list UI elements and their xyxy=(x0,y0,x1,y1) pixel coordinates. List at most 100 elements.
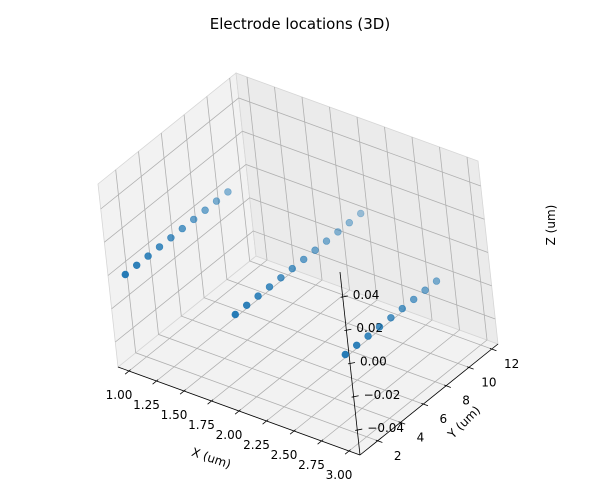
data-point xyxy=(432,277,441,285)
y-tick-label: 2 xyxy=(394,449,402,463)
data-point xyxy=(155,243,164,251)
z-tick-label: 0.02 xyxy=(356,321,383,335)
x-grid-line xyxy=(238,116,378,412)
z-tick-mark xyxy=(351,395,359,398)
x-grid-line xyxy=(321,146,460,442)
data-point xyxy=(254,292,262,300)
z-axis-label: Z (um) xyxy=(544,205,558,246)
y-tick-label: 4 xyxy=(417,430,425,444)
y-tick-mark xyxy=(421,403,429,407)
data-point xyxy=(201,206,209,214)
y-grid-line xyxy=(206,96,470,368)
data-point xyxy=(345,219,353,227)
z-tick-mark xyxy=(340,295,348,298)
z-tick-label: −0.02 xyxy=(364,388,401,402)
y-tick-mark xyxy=(466,366,474,370)
x-grid-line xyxy=(128,76,268,372)
data-point xyxy=(121,270,130,279)
x-tick-label: 1.75 xyxy=(188,418,215,432)
data-point xyxy=(364,332,372,340)
z-tick-label: 0.04 xyxy=(353,288,380,302)
data-point xyxy=(231,310,240,319)
y-grid-line xyxy=(183,114,447,387)
data-point xyxy=(288,264,296,273)
data-point xyxy=(322,237,331,245)
x-tick-label: 3.00 xyxy=(326,468,353,482)
x-grid-line xyxy=(293,136,433,432)
z-tick-mark xyxy=(355,428,363,431)
x-tick-mark xyxy=(289,429,296,435)
data-point xyxy=(341,350,349,359)
x-tick-mark xyxy=(179,389,186,395)
z-grid-line xyxy=(104,130,485,243)
x-tick-label: 2.25 xyxy=(243,438,270,452)
z-tick-mark xyxy=(344,328,352,332)
data-point xyxy=(375,323,384,331)
data-point xyxy=(277,274,285,282)
data-point xyxy=(421,286,429,294)
y-tick-label: 12 xyxy=(504,357,519,371)
x-tick-label: 1.50 xyxy=(161,408,188,422)
x-axis-label: X (um) xyxy=(190,445,233,471)
y-tick-label: 10 xyxy=(481,375,496,389)
y-tick-mark xyxy=(375,439,383,443)
z-grid-line xyxy=(115,230,496,343)
data-point xyxy=(311,246,319,254)
x-tick-label: 1.00 xyxy=(106,388,133,402)
x-tick-mark xyxy=(262,419,269,425)
z-tick-label: 0.00 xyxy=(360,355,387,369)
y-grid-line xyxy=(115,169,378,442)
x-grid-line xyxy=(348,156,488,452)
z-grid-line xyxy=(107,164,489,276)
x-tick-mark xyxy=(124,369,131,375)
x-tick-mark xyxy=(317,439,324,445)
data-point xyxy=(357,209,365,218)
x-tick-mark xyxy=(344,449,351,455)
data-point xyxy=(398,304,406,313)
data-point xyxy=(387,314,395,322)
y-tick-mark xyxy=(489,347,497,352)
y-tick-label: 8 xyxy=(462,394,470,408)
data-point xyxy=(243,301,251,309)
tick-marks xyxy=(117,271,499,456)
data-points xyxy=(121,188,441,359)
x-tick-label: 2.00 xyxy=(216,428,243,442)
x-grid-line xyxy=(183,96,323,392)
data-point xyxy=(190,215,198,224)
x-tick-label: 2.75 xyxy=(298,458,325,472)
y-grid-line xyxy=(160,133,424,405)
x-tick-mark xyxy=(152,379,159,385)
data-point xyxy=(144,252,152,260)
x-grid-line xyxy=(211,106,350,402)
grid-lines xyxy=(100,76,496,452)
x-tick-mark xyxy=(207,399,214,405)
x-tick-mark xyxy=(234,409,241,415)
x-tick-label: 1.25 xyxy=(133,398,160,412)
y-axis-line xyxy=(359,343,499,456)
x-tick-label: 2.50 xyxy=(271,448,298,462)
data-point xyxy=(178,224,187,233)
data-point xyxy=(265,283,274,291)
y-grid-line xyxy=(138,151,401,423)
y-axis-label: Y (um) xyxy=(444,403,483,442)
tick-labels: 1.001.251.501.752.002.252.502.753.00 2 46 8… xyxy=(106,288,520,482)
chart-title: Electrode locations (3D) xyxy=(210,15,390,33)
data-point xyxy=(353,341,361,349)
data-point xyxy=(212,197,221,205)
z-grid-line xyxy=(111,197,492,310)
z-tick-label: −0.04 xyxy=(367,421,404,435)
data-point xyxy=(167,234,175,242)
z-tick-mark xyxy=(347,362,356,365)
y-tick-mark xyxy=(398,421,406,425)
y-grid-line xyxy=(229,77,492,350)
data-point xyxy=(133,261,141,269)
y-tick-label: 6 xyxy=(439,412,447,426)
y-tick-mark xyxy=(444,384,451,388)
data-point xyxy=(224,188,232,196)
data-point xyxy=(300,255,308,264)
z-grid-line xyxy=(100,97,481,210)
data-point xyxy=(334,228,342,236)
data-point xyxy=(410,295,418,304)
